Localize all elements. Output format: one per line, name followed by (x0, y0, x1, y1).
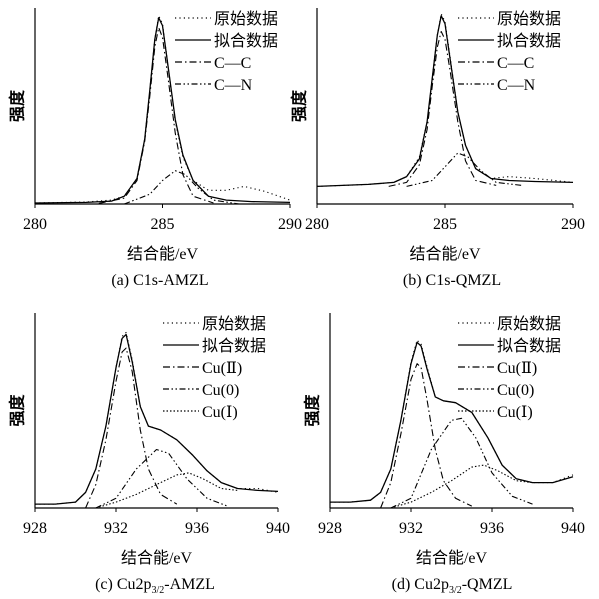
legend-label: Cu(Ⅱ) (497, 360, 537, 377)
panel-caption: (c) Cu2p3/2-AMZL (95, 576, 215, 596)
x-tick-label: 936 (185, 520, 209, 537)
x-tick-label: 936 (480, 520, 504, 537)
x-tick-label: 280 (23, 216, 47, 233)
legend-label: Cu(Ⅱ) (202, 360, 242, 377)
y-axis-label: 强度 (8, 394, 27, 427)
legend-label: 拟合数据 (497, 337, 561, 355)
legend-label: C—C (214, 55, 251, 72)
legend-label: 拟合数据 (202, 337, 266, 355)
x-tick-label: 285 (433, 216, 457, 233)
legend-label: Cu(0) (497, 382, 534, 399)
series-line-fit (330, 341, 574, 503)
series-line-comp1 (85, 347, 178, 509)
panel-caption: (a) C1s-AMZL (111, 272, 208, 289)
x-tick-label: 285 (151, 216, 175, 233)
x-axis-label: 结合能/eV (416, 549, 488, 567)
legend-label: Cu(Ⅰ) (497, 404, 533, 421)
series-line-fit (34, 17, 291, 204)
legend-label: 原始数据 (214, 10, 278, 28)
series-line-comp2 (406, 152, 522, 187)
legend-label: 原始数据 (497, 10, 561, 28)
series-line-comp2 (390, 417, 533, 509)
x-axis-label: 结合能/eV (127, 245, 199, 263)
legend-label: 拟合数据 (214, 32, 278, 50)
legend-label: 拟合数据 (497, 32, 561, 50)
legend-label: Cu(0) (202, 382, 239, 399)
x-tick-label: 280 (305, 216, 329, 233)
legend-label: C—N (214, 77, 253, 94)
series-line-comp1 (98, 27, 214, 204)
legend-label: Cu(Ⅰ) (202, 404, 238, 421)
x-axis-label: 结合能/eV (121, 549, 193, 567)
series-line-comp2 (95, 448, 228, 509)
series-line-fit (35, 333, 279, 505)
x-tick-label: 940 (266, 520, 290, 537)
x-tick-label: 928 (318, 520, 342, 537)
panel-caption: (b) C1s-QMZL (403, 272, 501, 289)
y-axis-label: 强度 (303, 394, 322, 427)
x-axis-label: 结合能/eV (409, 245, 481, 263)
series-line-fit (316, 15, 574, 188)
legend-label: 原始数据 (202, 315, 266, 333)
y-axis-label: 强度 (8, 89, 27, 122)
series-line-comp1 (380, 363, 473, 509)
x-tick-label: 290 (278, 216, 302, 233)
series-line-comp3 (390, 464, 533, 509)
x-tick-label: 932 (104, 520, 128, 537)
series-line-comp2 (124, 170, 240, 205)
series-line-comp1 (388, 30, 497, 187)
x-tick-label: 940 (561, 520, 585, 537)
series-line-raw (35, 331, 279, 505)
panel-caption: (d) Cu2p3/2-QMZL (392, 576, 513, 596)
x-tick-label: 290 (561, 216, 585, 233)
series-line-comp3 (95, 472, 238, 509)
legend-label: 原始数据 (497, 315, 561, 333)
x-tick-label: 928 (23, 520, 47, 537)
legend-label: C—C (497, 55, 534, 72)
y-axis-label: 强度 (290, 89, 309, 122)
legend-label: C—N (497, 77, 536, 94)
x-tick-label: 932 (399, 520, 423, 537)
